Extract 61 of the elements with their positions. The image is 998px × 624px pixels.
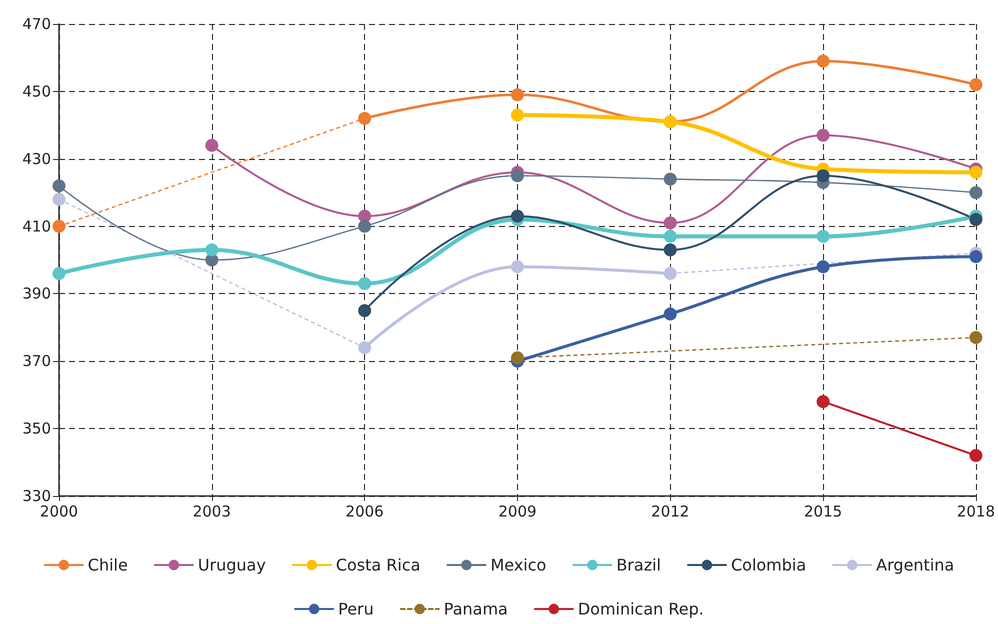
- x-tick-label: 2003: [192, 502, 231, 520]
- x-tick-label: 2009: [498, 502, 537, 520]
- legend-label: Argentina: [876, 556, 954, 574]
- x-tick-label: 2012: [651, 502, 690, 520]
- point: [969, 186, 982, 200]
- point: [969, 78, 982, 92]
- y-tick-label: 370: [22, 352, 51, 370]
- legend-label: Peru: [338, 600, 374, 618]
- point: [358, 220, 372, 233]
- point: [510, 351, 524, 364]
- point: [969, 449, 982, 462]
- legend-label: Chile: [88, 556, 128, 574]
- point: [816, 128, 830, 142]
- point: [969, 166, 982, 179]
- point: [664, 307, 677, 320]
- point: [358, 277, 372, 290]
- point: [510, 260, 524, 274]
- legend-label: Dominican Rep.: [578, 600, 704, 618]
- y-tick-label: 450: [22, 82, 51, 100]
- point: [358, 112, 372, 125]
- y-tick-label: 410: [22, 217, 51, 236]
- point: [816, 230, 830, 243]
- point: [664, 230, 677, 243]
- point: [664, 266, 677, 280]
- point: [816, 395, 830, 408]
- point: [358, 304, 372, 318]
- point: [969, 213, 982, 226]
- y-tick-label: 430: [22, 150, 51, 168]
- y-tick-label: 350: [22, 420, 51, 438]
- point: [510, 88, 524, 102]
- point: [816, 169, 830, 182]
- point: [52, 192, 66, 206]
- point: [358, 341, 372, 354]
- point: [969, 331, 982, 344]
- x-tick-label: 2015: [804, 502, 842, 520]
- legend-label: Brazil: [616, 556, 661, 574]
- point: [52, 179, 66, 192]
- point: [510, 210, 524, 223]
- legend-label: Uruguay: [198, 556, 266, 574]
- legend-label: Costa Rica: [336, 556, 420, 574]
- point: [664, 172, 677, 186]
- y-tick-label: 470: [22, 15, 51, 33]
- legend-label: Mexico: [490, 556, 546, 574]
- point: [205, 243, 218, 256]
- point: [969, 250, 982, 264]
- x-tick-label: 2000: [40, 502, 78, 520]
- x-tick-label: 2018: [956, 502, 996, 520]
- point: [816, 54, 830, 68]
- point: [52, 266, 66, 280]
- point: [664, 243, 677, 256]
- point: [664, 216, 677, 230]
- point: [510, 169, 524, 182]
- point: [205, 138, 218, 152]
- y-tick-label: 330: [22, 487, 51, 505]
- point: [510, 108, 524, 122]
- legend-label: Panama: [444, 600, 508, 618]
- x-tick-label: 2006: [346, 502, 384, 520]
- point: [52, 220, 66, 233]
- y-tick-label: 390: [22, 284, 51, 303]
- legend-label: Colombia: [730, 556, 806, 574]
- point: [816, 260, 830, 274]
